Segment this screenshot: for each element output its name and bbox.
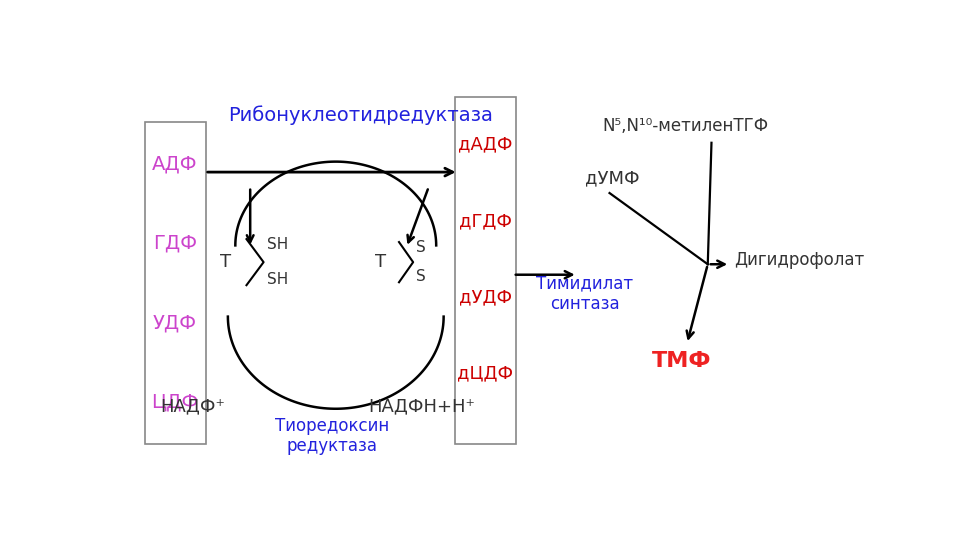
- Text: Тиоредоксин
редуктаза: Тиоредоксин редуктаза: [275, 417, 389, 455]
- Text: S: S: [416, 269, 426, 285]
- Text: дЦДФ: дЦДФ: [457, 364, 514, 382]
- Text: T: T: [375, 253, 386, 271]
- Text: ЦДФ: ЦДФ: [152, 393, 199, 412]
- Text: НАДФН+Н⁺: НАДФН+Н⁺: [368, 398, 475, 416]
- Text: ГДФ: ГДФ: [153, 234, 197, 253]
- Text: N⁵,N¹⁰-метиленТГФ: N⁵,N¹⁰-метиленТГФ: [602, 117, 769, 135]
- Text: Рибонуклеотидредуктаза: Рибонуклеотидредуктаза: [228, 106, 492, 125]
- Text: SH: SH: [267, 272, 288, 287]
- Text: НАДФ⁺: НАДФ⁺: [160, 398, 226, 416]
- Text: Дигидрофолат: Дигидрофолат: [733, 251, 864, 269]
- Text: дАДФ: дАДФ: [458, 135, 513, 153]
- Text: S: S: [416, 240, 426, 255]
- Text: АДФ: АДФ: [153, 154, 198, 173]
- FancyBboxPatch shape: [145, 122, 205, 444]
- Text: Тимидилат
синтаза: Тимидилат синтаза: [537, 274, 634, 313]
- Text: дУДФ: дУДФ: [459, 288, 512, 306]
- Text: дУМФ: дУМФ: [585, 169, 639, 187]
- Text: дГДФ: дГДФ: [459, 212, 512, 230]
- FancyBboxPatch shape: [455, 97, 516, 444]
- Text: ТМФ: ТМФ: [652, 350, 711, 370]
- Text: УДФ: УДФ: [153, 313, 197, 332]
- Text: T: T: [221, 253, 231, 271]
- Text: SH: SH: [267, 237, 288, 252]
